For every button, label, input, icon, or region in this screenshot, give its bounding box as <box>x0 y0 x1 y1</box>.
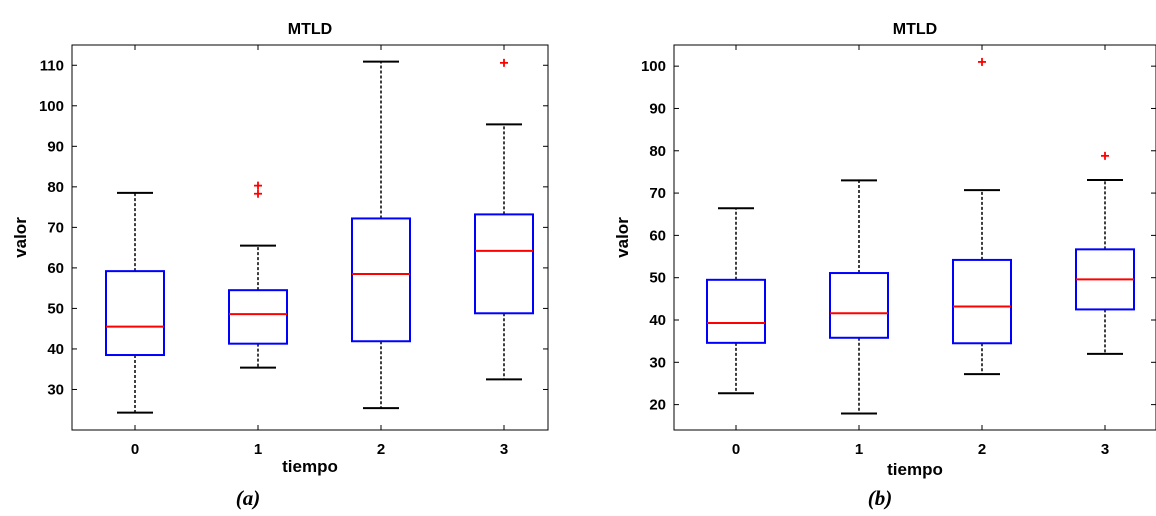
y-tick-label: 80 <box>47 179 64 196</box>
iqr-box <box>474 213 534 315</box>
plot-frame <box>71 44 549 431</box>
outlier-marker <box>254 189 262 198</box>
y-tick-label: 40 <box>649 312 666 329</box>
plot-frame <box>673 44 1156 431</box>
panel-caption: (a) <box>236 486 261 510</box>
y-tick-label: 70 <box>47 219 64 236</box>
x-tick-label: 1 <box>855 441 863 458</box>
y-tick-label: 90 <box>649 100 666 117</box>
iqr-box <box>829 272 889 339</box>
iqr-box <box>952 258 1012 345</box>
box-3 <box>474 58 534 381</box>
x-tick-label: 0 <box>131 441 139 458</box>
y-axis-label: valor <box>613 217 632 258</box>
y-tick-label: 60 <box>47 260 64 277</box>
y-tick-label: 30 <box>649 354 666 371</box>
y-tick-label: 20 <box>649 397 666 414</box>
chart-panel-1: MTLD 20 30 40 50 60 70 80 90 100 0 1 2 3 tiempo valor (b… <box>613 21 1156 510</box>
x-axis-label: tiempo <box>282 457 338 476</box>
y-tick-label: 90 <box>47 138 64 155</box>
x-tick-label: 0 <box>732 441 740 458</box>
y-tick-label: 60 <box>649 227 666 244</box>
iqr-box <box>228 289 288 345</box>
box-3 <box>1075 151 1135 355</box>
y-tick-label: 100 <box>39 98 64 115</box>
x-tick-label: 3 <box>500 441 508 458</box>
x-tick-label: 3 <box>1101 441 1109 458</box>
box-2 <box>952 57 1012 376</box>
box-1 <box>829 179 889 415</box>
box-2 <box>351 60 411 410</box>
chart-title: MTLD <box>893 21 937 38</box>
y-tick-label: 100 <box>641 58 666 75</box>
panel-caption: (b) <box>868 486 893 510</box>
chart-title: MTLD <box>288 21 332 38</box>
iqr-box <box>105 270 165 357</box>
chart-panel-0: MTLD 30 40 50 60 70 80 90 100 110 0 1 2 3 tiempo valor (… <box>11 21 549 510</box>
box-1 <box>228 181 288 369</box>
iqr-box <box>351 217 411 343</box>
outlier-marker <box>978 57 986 66</box>
x-tick-label: 2 <box>978 441 986 458</box>
y-tick-label: 80 <box>649 143 666 160</box>
y-tick-label: 50 <box>47 300 64 317</box>
box-0 <box>105 191 165 414</box>
y-axis-label: valor <box>11 217 30 258</box>
x-tick-label: 1 <box>254 441 262 458</box>
outlier-marker <box>500 58 508 67</box>
iqr-box <box>706 278 766 344</box>
y-tick-label: 40 <box>47 341 64 358</box>
x-axis-label: tiempo <box>887 460 943 479</box>
x-tick-label: 2 <box>377 441 385 458</box>
y-tick-label: 110 <box>40 57 64 74</box>
y-tick-label: 30 <box>47 381 64 398</box>
outlier-marker <box>254 181 262 190</box>
box-0 <box>706 207 766 395</box>
outlier-marker <box>1101 151 1109 160</box>
y-tick-label: 70 <box>649 185 666 202</box>
y-tick-label: 50 <box>649 270 666 287</box>
